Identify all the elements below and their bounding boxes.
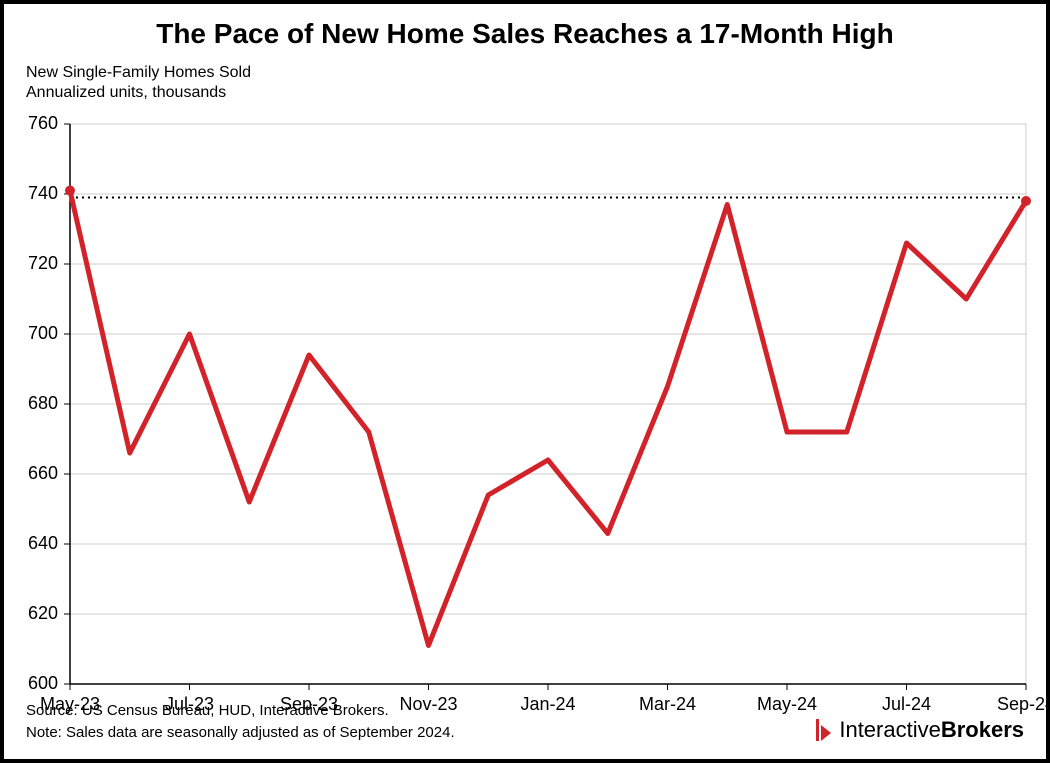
svg-text:620: 620 [28, 603, 58, 623]
svg-text:Jan-24: Jan-24 [520, 694, 575, 714]
brand-logo-text-2: Brokers [941, 717, 1024, 743]
svg-text:680: 680 [28, 393, 58, 413]
svg-text:600: 600 [28, 673, 58, 693]
line-chart: 600620640660680700720740760May-23Jul-23S… [4, 4, 1046, 759]
svg-text:Sep-24: Sep-24 [997, 694, 1046, 714]
chart-frame: The Pace of New Home Sales Reaches a 17-… [0, 0, 1050, 763]
brand-logo-text-1: Interactive [839, 717, 941, 743]
brand-logo: InteractiveBrokers [813, 717, 1024, 743]
svg-text:700: 700 [28, 323, 58, 343]
svg-text:Nov-23: Nov-23 [399, 694, 457, 714]
svg-text:720: 720 [28, 253, 58, 273]
svg-text:May-24: May-24 [757, 694, 817, 714]
note-text: Note: Sales data are seasonally adjusted… [26, 724, 455, 741]
svg-text:760: 760 [28, 113, 58, 133]
svg-text:Jul-24: Jul-24 [882, 694, 931, 714]
svg-text:740: 740 [28, 183, 58, 203]
brand-logo-icon [813, 717, 833, 743]
svg-text:660: 660 [28, 463, 58, 483]
svg-text:640: 640 [28, 533, 58, 553]
svg-text:Mar-24: Mar-24 [639, 694, 696, 714]
source-text: Source: US Census Bureau, HUD, Interacti… [26, 702, 389, 719]
